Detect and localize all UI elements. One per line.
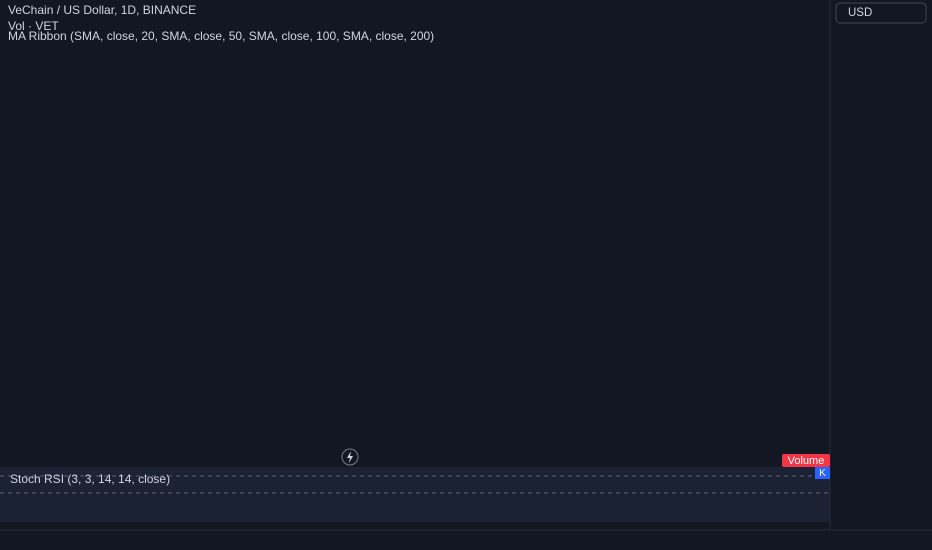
currency-button[interactable] xyxy=(835,2,927,24)
scale-badge[interactable]: K xyxy=(819,468,826,479)
stoch-title: Stoch RSI (3, 3, 14, 14, close) xyxy=(10,472,170,486)
ma-title: MA Ribbon (SMA, close, 20, SMA, close, 5… xyxy=(8,29,434,43)
volume-legend: Volume xyxy=(788,455,825,467)
currency-label: USD xyxy=(848,7,872,19)
scale-badge-box[interactable] xyxy=(815,467,830,479)
chart-title: VeChain / US Dollar, 1D, BINANCE xyxy=(8,3,196,17)
volume-legend-box xyxy=(782,454,830,467)
volume-title: Vol · VET xyxy=(8,19,59,33)
alert-bolt xyxy=(347,451,353,463)
